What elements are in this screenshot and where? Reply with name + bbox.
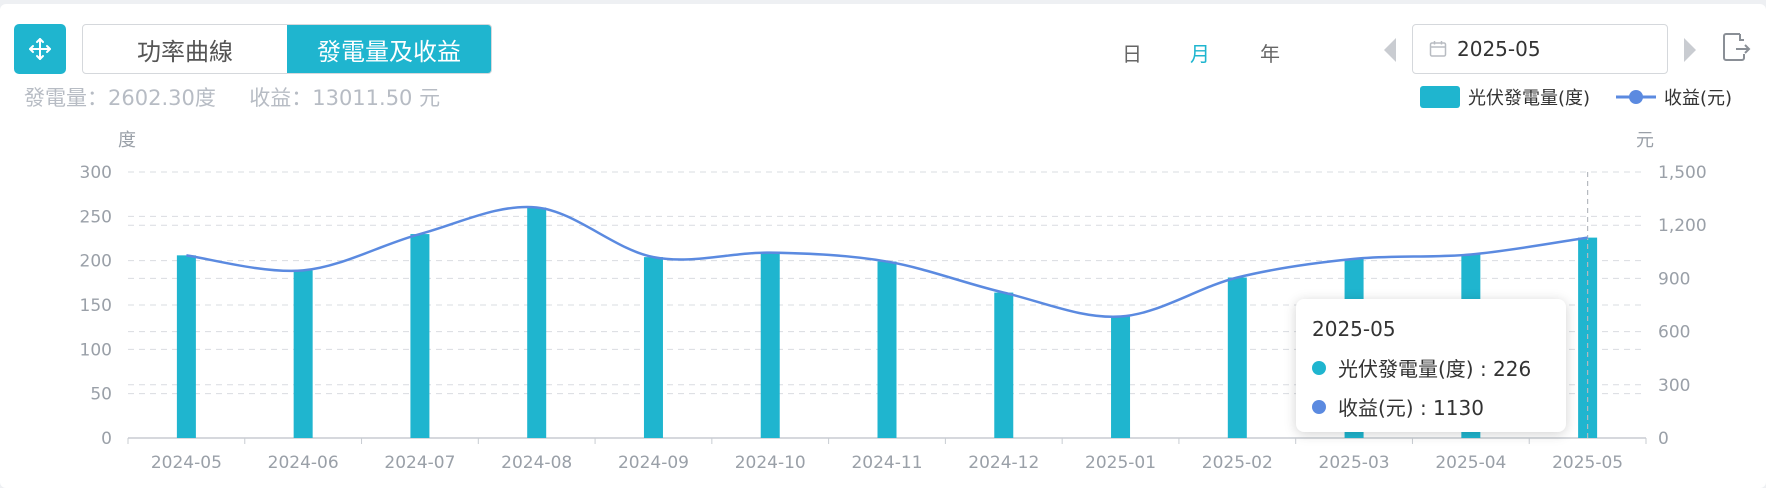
bar [994,292,1014,438]
tooltip-text-revenue: 收益(元) : 1130 [1338,396,1484,420]
y-left-tick-label: 250 [80,207,112,227]
tab-power-curve[interactable]: 功率曲線 [137,37,233,66]
y-right-tick-label: 900 [1658,269,1690,289]
bar [410,234,430,438]
x-tick-label: 2025-05 [1552,453,1623,473]
tooltip-dot-revenue [1312,399,1326,414]
export-button[interactable] [1718,30,1752,68]
legend-item-generation[interactable]: 光伏發電量(度) [1420,84,1590,110]
y-right-tick-label: 600 [1658,323,1690,343]
legend-bar-swatch [1420,86,1460,108]
period-day[interactable]: 日 [1122,42,1142,66]
export-icon [1723,33,1751,61]
x-tick-label: 2024-08 [501,453,572,473]
y-left-unit: 度 [118,130,136,151]
calendar-icon [1429,41,1447,57]
summary-text: 發電量：2602.30度 收益：13011.50 元 [24,86,441,110]
x-tick-label: 2025-04 [1435,453,1506,473]
y-right-tick-label: 300 [1658,376,1690,396]
tooltip-row-revenue: 收益(元) : 1130 [1312,392,1550,421]
y-right-tick-label: 1,500 [1658,163,1707,183]
legend-label-generation: 光伏發電量(度) [1468,88,1591,109]
period-month[interactable]: 月 [1190,42,1210,66]
chart-card: 功率曲線 發電量及收益 發電量：2602.30度 收益：13011.50 元 日… [0,4,1766,488]
y-right-tick-label: 1,200 [1658,216,1707,236]
x-tick-label: 2024-07 [384,453,455,473]
bar [176,255,196,438]
bar [293,270,313,438]
bar [1227,277,1247,438]
tooltip-text-generation: 光伏發電量(度) : 226 [1338,357,1532,381]
x-tick-label: 2024-11 [851,453,922,473]
period-year[interactable]: 年 [1260,42,1280,66]
bar [527,207,547,438]
move-icon [29,38,51,60]
x-tick-label: 2024-10 [735,453,806,473]
bar [1111,316,1131,438]
y-left-tick-label: 300 [80,163,112,183]
x-tick-label: 2025-02 [1202,453,1273,473]
y-left-tick-label: 150 [80,296,112,316]
legend-line-swatch [1616,90,1656,104]
tooltip-title: 2025-05 [1312,317,1396,341]
y-right-unit: 元 [1636,130,1654,151]
tab-generation-revenue[interactable]: 發電量及收益 [287,25,491,73]
view-tabs: 功率曲線 發電量及收益 [82,24,492,74]
bar [643,257,663,438]
x-tick-label: 2025-01 [1085,453,1156,473]
x-tick-label: 2024-05 [151,453,222,473]
x-tick-label: 2025-03 [1319,453,1390,473]
date-picker[interactable]: 2025-05 [1412,24,1668,74]
legend-item-revenue[interactable]: 收益(元) [1616,84,1732,110]
y-right-tick-label: 0 [1658,429,1669,449]
y-left-tick-label: 0 [101,429,112,449]
x-tick-label: 2024-06 [268,453,339,473]
bar [760,252,780,438]
y-left-tick-label: 200 [80,252,112,272]
next-arrow-icon[interactable] [1684,38,1696,62]
x-tick-label: 2024-12 [968,453,1039,473]
y-left-tick-label: 50 [90,385,112,405]
legend-label-revenue: 收益(元) [1664,88,1733,109]
revenue-line [186,205,1588,319]
bar [877,261,897,438]
move-button[interactable] [14,24,66,74]
x-tick-label: 2024-09 [618,453,689,473]
y-left-tick-label: 100 [80,340,112,360]
chart-tooltip: 2025-05 光伏發電量(度) : 226 收益(元) : 1130 [1296,299,1566,432]
tooltip-row-generation: 光伏發電量(度) : 226 [1312,353,1550,382]
date-value: 2025-05 [1457,37,1541,61]
tooltip-dot-generation [1312,360,1326,375]
prev-arrow-icon[interactable] [1384,38,1396,62]
